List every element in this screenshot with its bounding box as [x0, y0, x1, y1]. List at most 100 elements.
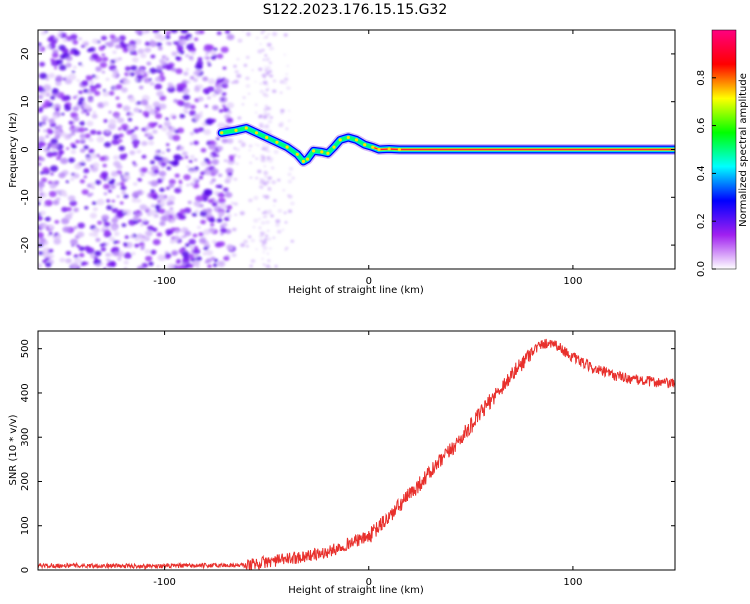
heatmap-speckle	[273, 199, 277, 203]
heatmap-speckle	[169, 210, 175, 215]
heatmap-speckle	[179, 214, 187, 220]
heatmap-speckle	[103, 183, 111, 190]
heatmap-speckle	[108, 118, 117, 125]
heatmap-speckle	[147, 170, 152, 175]
heatmap-speckle	[287, 194, 293, 199]
heatmap-speckle	[216, 137, 220, 141]
heatmap-speckle	[258, 185, 264, 189]
heatmap-speckle	[226, 244, 234, 251]
heatmap-speckle	[262, 156, 266, 160]
heatmap-speckle	[145, 105, 150, 109]
heatmap-speckle	[193, 245, 199, 250]
heatmap-ytick-label: 20	[20, 48, 31, 61]
heatmap-speckle	[61, 206, 68, 213]
heatmap-speckle	[148, 78, 152, 81]
heatmap-speckle	[286, 86, 291, 90]
heatmap-speckle	[264, 210, 267, 213]
heatmap-speckle	[124, 66, 131, 72]
heatmap-speckle	[234, 214, 237, 216]
colorbar-tick-label: 0.8	[696, 70, 707, 86]
heatmap-speckle	[89, 80, 95, 85]
snr-xtick-label: 0	[366, 577, 372, 588]
heatmap-speckle	[89, 212, 97, 219]
heatmap-speckle	[45, 45, 51, 50]
heatmap-speckle	[169, 207, 174, 211]
heatmap-speckle	[149, 67, 157, 74]
heatmap-speckle	[124, 79, 131, 85]
heatmap-speckle	[166, 233, 170, 236]
heatmap-speckle	[51, 151, 59, 157]
heatmap-speckle	[43, 129, 47, 133]
heatmap-speckle	[91, 186, 95, 190]
heatmap-speckle	[241, 103, 244, 106]
heatmap-speckle	[44, 100, 51, 105]
heatmap-speckle	[222, 222, 228, 227]
heatmap-speckle	[119, 181, 125, 186]
heatmap-speckle	[210, 50, 217, 56]
heatmap-speckle	[121, 123, 129, 130]
heatmap-speckle	[121, 223, 127, 228]
heatmap-speckle	[262, 251, 265, 254]
heatmap-speckle	[48, 118, 55, 124]
heatmap-speckle	[70, 125, 76, 129]
heatmap-speckle	[141, 237, 146, 241]
heatmap-speckle	[193, 140, 199, 145]
heatmap-speckle	[144, 30, 151, 34]
heatmap-speckle	[168, 161, 173, 164]
heatmap-speckle	[45, 262, 52, 268]
heatmap-speckle	[285, 127, 289, 131]
heatmap-ridge-point	[338, 138, 342, 142]
heatmap-speckle	[145, 230, 153, 237]
heatmap-speckle	[190, 51, 196, 56]
heatmap-speckle	[265, 234, 269, 238]
heatmap-speckle	[83, 88, 89, 93]
heatmap-speckle	[222, 107, 230, 113]
heatmap-speckle	[227, 172, 233, 177]
colorbar-tick-label: 0.0	[696, 261, 707, 277]
heatmap-speckle	[48, 248, 54, 253]
heatmap-speckle	[160, 162, 167, 167]
heatmap-speckle	[174, 173, 180, 178]
heatmap-speckle	[145, 255, 153, 262]
heatmap-speckle	[179, 50, 185, 55]
heatmap-speckle	[115, 182, 120, 186]
heatmap-speckle	[260, 158, 266, 163]
colorbar-label: Normalized spectral amplitude	[738, 73, 749, 227]
heatmap-speckle	[130, 129, 135, 133]
heatmap-noise	[38, 30, 295, 269]
heatmap-speckle	[42, 247, 50, 254]
heatmap-speckle	[264, 35, 268, 39]
heatmap-speckle	[259, 114, 263, 118]
heatmap-speckle	[88, 232, 94, 237]
heatmap-speckle	[200, 161, 207, 167]
heatmap-speckle	[248, 235, 252, 239]
heatmap-speckle	[133, 107, 140, 113]
heatmap-ridge	[216, 122, 675, 167]
heatmap-speckle	[266, 264, 270, 268]
heatmap-speckle	[211, 159, 219, 165]
heatmap-speckle	[169, 231, 174, 235]
heatmap-speckle	[109, 34, 116, 39]
heatmap-speckle	[203, 44, 212, 51]
heatmap-speckle	[263, 65, 266, 68]
heatmap-speckle	[66, 207, 72, 212]
heatmap-speckle	[184, 155, 189, 159]
heatmap-speckle	[62, 226, 71, 233]
heatmap-speckle	[188, 37, 193, 41]
heatmap-speckle	[261, 73, 267, 78]
heatmap-speckle	[257, 169, 262, 174]
heatmap-speckle	[134, 243, 140, 248]
heatmap-speckle	[254, 80, 257, 83]
heatmap-speckle	[193, 254, 198, 258]
heatmap-speckle	[136, 149, 142, 154]
heatmap-speckle	[159, 95, 167, 101]
heatmap-speckle	[154, 110, 158, 114]
heatmap-speckle	[77, 101, 83, 106]
snr-xtick-label: 100	[563, 577, 582, 588]
heatmap-speckle	[248, 149, 252, 152]
heatmap-speckle	[113, 231, 120, 237]
heatmap-speckle	[78, 127, 85, 133]
heatmap-speckle	[136, 74, 144, 80]
heatmap-speckle	[123, 252, 132, 259]
heatmap-speckle	[161, 65, 166, 69]
